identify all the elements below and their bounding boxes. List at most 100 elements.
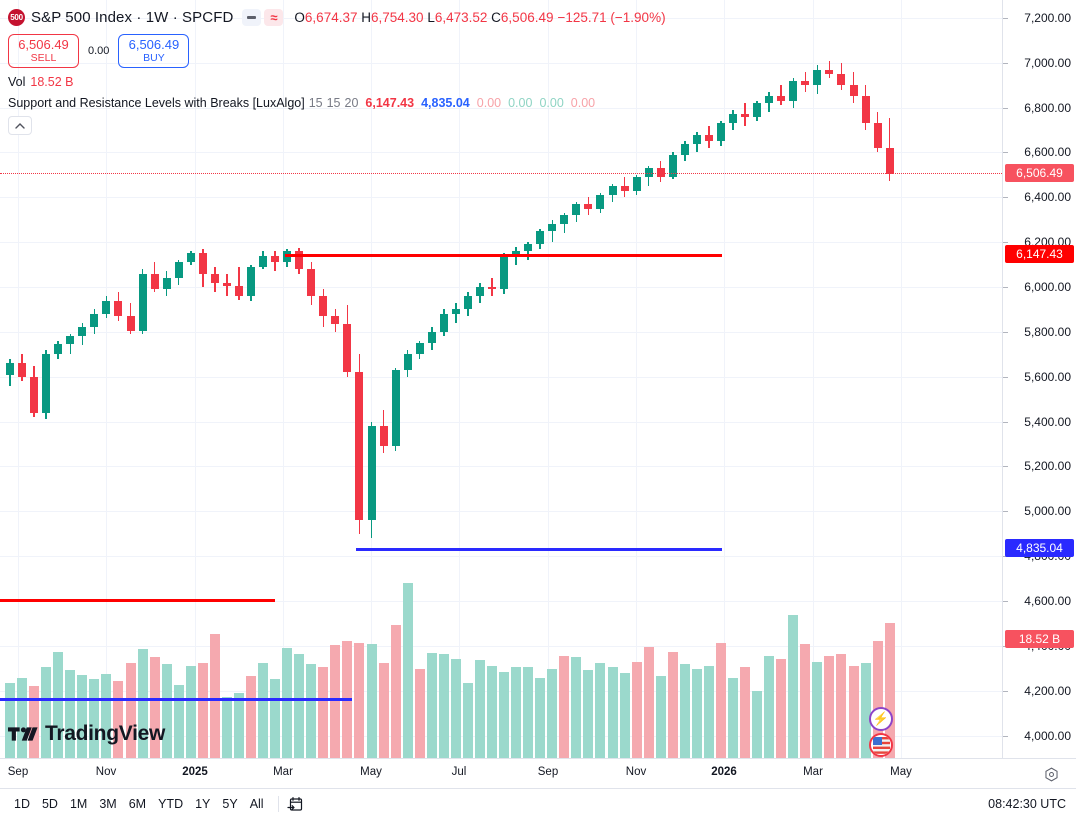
support-price-badge[interactable]: 4,835.04 [1005,539,1074,558]
time-axis-label: Sep [7,766,29,778]
chart-settings-icon[interactable] [1044,767,1059,782]
volume-bar [547,668,558,758]
chevron-up-icon [15,122,25,129]
indicator-legend[interactable]: Support and Resistance Levels with Break… [8,96,666,110]
time-axis-label: Mar [803,766,823,778]
candle-style-icon[interactable] [242,8,262,26]
timeframe-all[interactable]: All [249,797,264,811]
volume-bar [366,644,377,758]
last-price-badge[interactable]: 6,506.49 [1005,164,1074,183]
gridline-horizontal [0,511,1002,512]
candle-body [716,123,725,142]
price-axis-tick [1003,466,1008,467]
lightning-bolt-icon[interactable]: ⚡ [869,707,893,731]
candle-body [451,309,460,314]
timeframe-3m[interactable]: 3M [99,797,117,811]
candle-body [198,253,207,274]
timeframe-ytd[interactable]: YTD [158,797,184,811]
volume-legend[interactable]: Vol 18.52 B [8,75,666,89]
collapse-legend-button[interactable] [8,116,32,135]
volume-bar [270,679,281,758]
resistance-line-prev [0,599,275,603]
volume-bar [414,668,425,758]
time-axis-label: 2025 [182,766,208,778]
time-axis-label: Mar [273,766,293,778]
time-axis[interactable]: Sep Nov 2025 Mar May Jul Sep Nov 2026 Mar May [0,758,1076,788]
volume-bar [426,652,437,758]
price-axis[interactable]: 7,200.00 7,000.00 6,800.00 6,600.00 6,400.00… [1002,0,1076,758]
volume-bar [113,680,124,758]
indicator-resistance: 6,147.43 [365,96,415,110]
timeframe-1d[interactable]: 1D [14,797,30,811]
candle-body [54,344,63,355]
time-axis-label: Nov [95,766,117,778]
indicator-extra-1: 0.00 [508,96,533,110]
price-axis-tick [1003,511,1008,512]
gridline-horizontal [0,422,1002,423]
approx-icon[interactable]: ≈ [264,8,284,26]
timeframe-1y[interactable]: 1Y [195,797,211,811]
timeframe-list: 1D 5D 1M 3M 6M YTD 1Y 5Y All [8,789,304,818]
us-flag-icon[interactable] [869,733,893,757]
buy-button[interactable]: 6,506.49 BUY [118,34,190,68]
candle-wick [527,242,529,261]
timeframe-1m[interactable]: 1M [69,797,88,811]
gridline-horizontal [0,63,1002,64]
volume-bar [703,665,714,758]
volume-bar [872,641,883,758]
gridline-vertical [901,0,902,758]
candle-wick [551,219,553,243]
change-value: −125.71 (−1.90%) [557,9,666,25]
gridline-horizontal [0,556,1002,557]
gridline-vertical [18,0,19,758]
candle-body [234,285,243,296]
resistance-price-badge[interactable]: 6,147.43 [1005,244,1074,263]
volume-bar [583,670,594,758]
symbol-title[interactable]: S&P 500 Index · 1W · SPCFD [31,8,234,26]
indicator-name: Support and Resistance Levels with Break… [8,96,305,110]
volume-bar [655,676,666,758]
indicator-extra-0: 0.00 [476,96,502,110]
volume-bar [306,664,317,758]
price-axis-tick [1003,242,1008,243]
price-axis-tick [1003,18,1008,19]
candle-body [415,343,424,355]
timeframe-5d[interactable]: 5D [41,797,58,811]
candle-body [102,300,111,314]
volume-bar [812,661,823,758]
price-axis-tick [1003,422,1008,423]
sell-price: 6,506.49 [18,36,69,52]
timeframe-5y[interactable]: 5Y [222,797,238,811]
volume-bar [499,671,510,758]
timeframe-6m[interactable]: 6M [128,797,147,811]
candle-body [644,168,653,178]
goto-date-icon[interactable] [286,796,304,813]
candle-body [825,69,834,74]
support-line [356,548,722,552]
resistance-line [285,253,722,257]
candle-body [295,251,304,270]
volume-label: Vol [8,75,26,89]
sell-button[interactable]: 6,506.49 SELL [8,34,79,68]
chart-canvas[interactable]: TradingView ⚡ [0,0,1002,758]
volume-bar [800,644,811,758]
volume-badge[interactable]: 18.52 B [1005,630,1074,649]
gridline-vertical [548,0,549,758]
candle-body [632,177,641,191]
candle-body [704,134,713,142]
price-axis-tick [1003,287,1008,288]
price-axis-label: 4,200.00 [1024,684,1071,698]
volume-bar [209,633,220,758]
volume-bar [848,665,859,758]
candle-body [837,74,846,86]
candle-body [584,204,593,209]
open-label: O [294,9,305,25]
gridline-horizontal [0,197,1002,198]
indicator-param-1: 15 [326,96,341,110]
time-axis-label: May [890,766,912,778]
gridline-horizontal [0,646,1002,647]
volume-bar [535,677,546,758]
gridline-horizontal [0,152,1002,153]
candle-body [210,273,219,283]
volume-bar [161,663,172,758]
